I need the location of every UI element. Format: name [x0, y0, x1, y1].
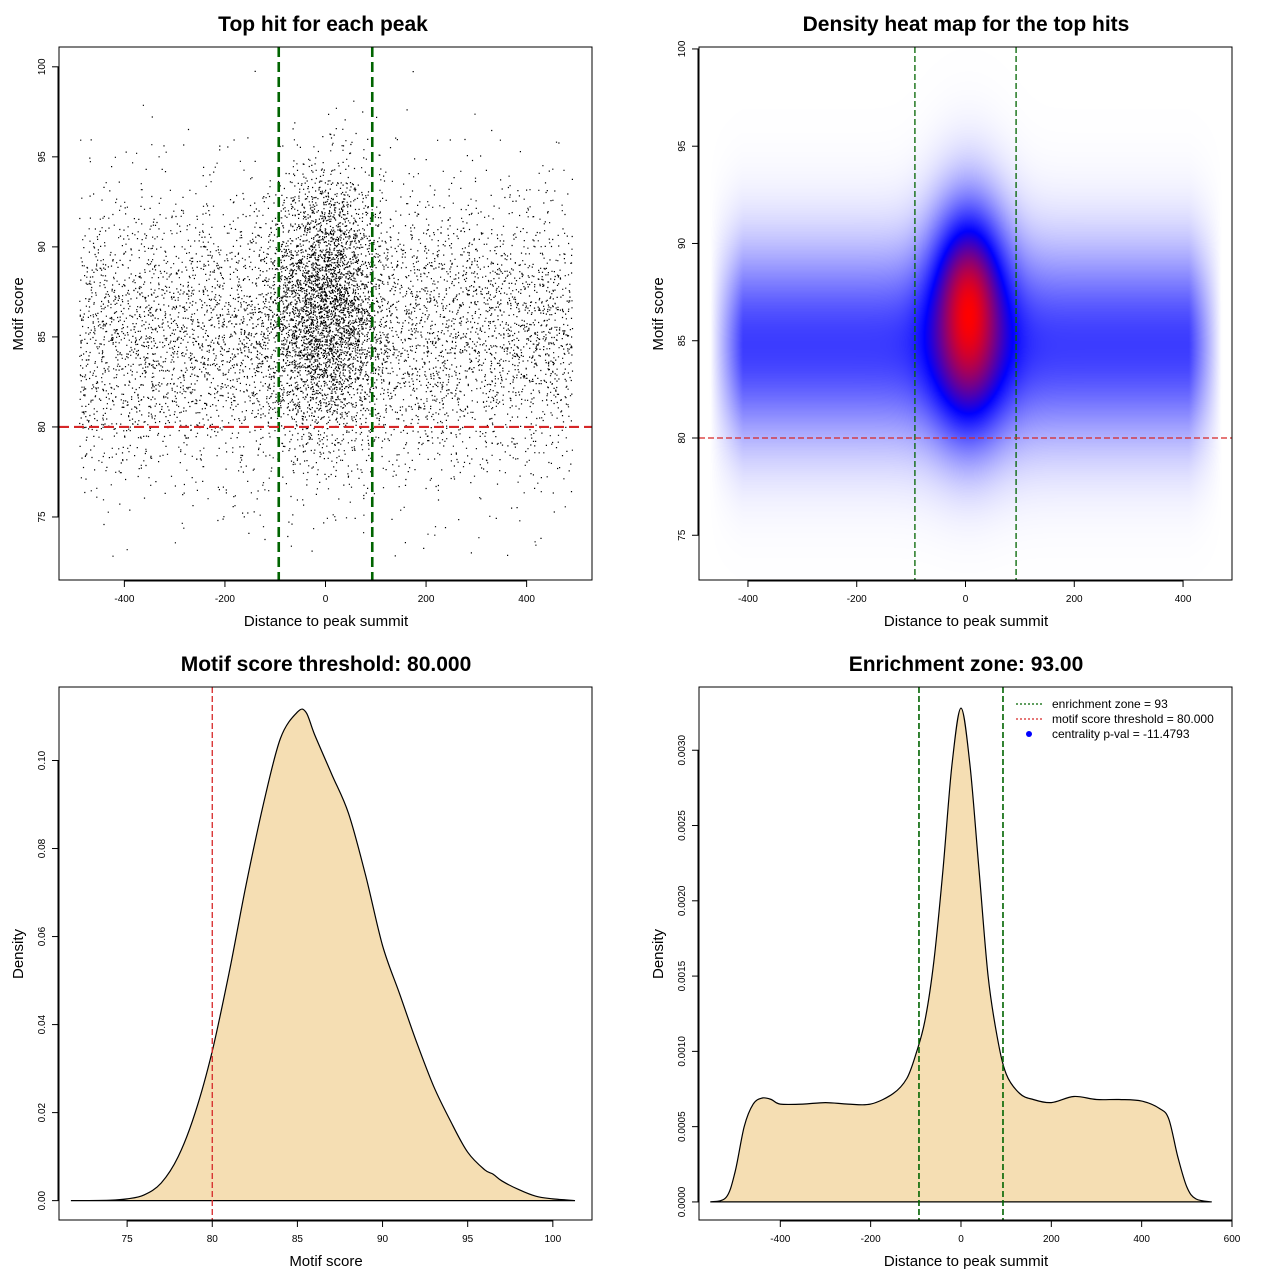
- distance-density-x-label: Distance to peak summit: [884, 1253, 1049, 1270]
- legend-threshold-label: motif score threshold = 80.000: [1052, 712, 1214, 726]
- score-density-x-tick-label: 85: [292, 1234, 304, 1245]
- score-density-x-label: Motif score: [289, 1253, 362, 1270]
- scatter-y-axis: 75 80 85 90 95 100: [37, 58, 59, 523]
- scatter-x-label: Distance to peak summit: [244, 613, 409, 630]
- distance-density-x-tick-label: 400: [1133, 1234, 1150, 1245]
- legend-pval-dot: [1026, 731, 1032, 737]
- distance-density-x-tick-label: -400: [770, 1234, 790, 1245]
- distance-density-panel: Enrichment zone: 93.00 -400 -200 0 200 400 60…: [650, 653, 1241, 1270]
- distance-density-reference-lines: [918, 687, 1004, 1220]
- score-density-panel: Motif score threshold: 80.000 75 80 85 90 95…: [10, 653, 593, 1270]
- scatter-y-tick-label: 75: [37, 511, 48, 523]
- scatter-y-tick-label: 100: [37, 58, 48, 75]
- distance-density-y-tick-label: 0.0030: [677, 735, 688, 766]
- heatmap-x-tick-label: 200: [1066, 594, 1083, 605]
- distance-density-y-tick-label: 0.0005: [677, 1111, 688, 1142]
- score-density-x-tick-label: 100: [544, 1234, 561, 1245]
- score-density-y-tick-label: 0.04: [37, 1014, 48, 1034]
- scatter-panel: Top hit for each peak -400 -200 0 200 400 75…: [10, 13, 593, 630]
- distance-density-y-label: Density: [650, 928, 667, 979]
- heatmap-y-tick-label: 90: [677, 237, 688, 249]
- score-density-plot-frame: [58, 686, 593, 1221]
- distance-density-y-axis: 0.0000 0.0005 0.0010 0.0015 0.0020 0.0025 0.00…: [677, 735, 699, 1217]
- score-density-y-tick-label: 0.02: [37, 1102, 48, 1122]
- distance-density-x-axis: -400 -200 0 200 400 600: [770, 1220, 1241, 1245]
- heatmap-y-axis: 75 80 85 90 95 100: [677, 40, 699, 541]
- scatter-point-cloud: [79, 70, 574, 557]
- heatmap-panel: Density heat map for the top hits -400 -2…: [650, 13, 1233, 630]
- scatter-y-tick-label: 85: [37, 331, 48, 343]
- scatter-reference-lines: [59, 47, 592, 580]
- heatmap-x-tick-label: 400: [1175, 594, 1192, 605]
- heatmap-image: [699, 47, 1232, 580]
- distance-density-area: [710, 707, 1212, 1203]
- legend: enrichment zone = 93 motif score thresho…: [1016, 697, 1214, 741]
- distance-density-y-tick-label: 0.0015: [677, 960, 688, 991]
- distance-density-plot-frame: [698, 686, 1233, 1221]
- scatter-title: Top hit for each peak: [218, 13, 428, 36]
- heatmap-title: Density heat map for the top hits: [803, 13, 1130, 36]
- score-density-title: Motif score threshold: 80.000: [181, 653, 472, 676]
- scatter-x-tick-label: 400: [518, 594, 535, 605]
- score-density-y-axis: 0.00 0.02 0.04 0.06 0.08 0.10: [37, 750, 59, 1210]
- heatmap-y-tick-label: 100: [677, 40, 688, 57]
- score-density-x-axis: 75 80 85 90 95 100: [122, 1220, 562, 1245]
- heatmap-reference-lines: [699, 47, 1232, 580]
- legend-pval-label: centrality p-val = -11.4793: [1052, 727, 1190, 741]
- scatter-points: [79, 70, 574, 557]
- heatmap-y-tick-label: 95: [677, 140, 688, 152]
- scatter-x-tick-label: 0: [323, 594, 329, 605]
- distance-density-x-tick-label: 600: [1224, 1234, 1241, 1245]
- heatmap-x-label: Distance to peak summit: [884, 613, 1049, 630]
- scatter-y-tick-label: 90: [37, 241, 48, 253]
- distance-density-x-tick-label: 0: [958, 1234, 964, 1245]
- legend-zone-label: enrichment zone = 93: [1052, 697, 1168, 711]
- distance-density-y-tick-label: 0.0025: [677, 810, 688, 841]
- score-density-x-tick-label: 80: [207, 1234, 219, 1245]
- scatter-y-label: Motif score: [10, 277, 27, 350]
- heatmap-x-tick-label: -400: [738, 594, 758, 605]
- score-density-y-tick-label: 0.00: [37, 1190, 48, 1210]
- distance-density-y-tick-label: 0.0010: [677, 1036, 688, 1067]
- scatter-x-tick-label: -200: [215, 594, 235, 605]
- score-density-x-tick-label: 90: [377, 1234, 389, 1245]
- score-density-x-tick-label: 75: [122, 1234, 134, 1245]
- scatter-y-tick-label: 95: [37, 151, 48, 163]
- heatmap-y-tick-label: 75: [677, 529, 688, 541]
- scatter-x-axis: -400 -200 0 200 400: [114, 580, 535, 605]
- score-density-y-tick-label: 0.10: [37, 750, 48, 770]
- scatter-y-tick-label: 80: [37, 421, 48, 433]
- heatmap-x-axis: -400 -200 0 200 400: [738, 580, 1192, 605]
- heatmap-y-tick-label: 80: [677, 432, 688, 444]
- scatter-x-tick-label: -400: [114, 594, 134, 605]
- heatmap-y-tick-label: 85: [677, 335, 688, 347]
- scatter-plot-frame: [58, 46, 593, 581]
- distance-density-y-tick-label: 0.0000: [677, 1186, 688, 1217]
- heatmap-x-tick-label: -200: [847, 594, 867, 605]
- score-density-y-label: Density: [10, 928, 27, 979]
- distance-density-title: Enrichment zone: 93.00: [849, 653, 1084, 676]
- distance-density-x-tick-label: -200: [861, 1234, 881, 1245]
- heatmap-x-tick-label: 0: [963, 594, 969, 605]
- distance-density-y-tick-label: 0.0020: [677, 885, 688, 916]
- score-density-y-tick-label: 0.08: [37, 838, 48, 858]
- scatter-x-tick-label: 200: [418, 594, 435, 605]
- score-density-x-tick-label: 95: [462, 1234, 474, 1245]
- heatmap-y-label: Motif score: [650, 277, 667, 350]
- score-density-y-tick-label: 0.06: [37, 926, 48, 946]
- distance-density-x-tick-label: 200: [1043, 1234, 1060, 1245]
- score-density-area: [70, 708, 576, 1202]
